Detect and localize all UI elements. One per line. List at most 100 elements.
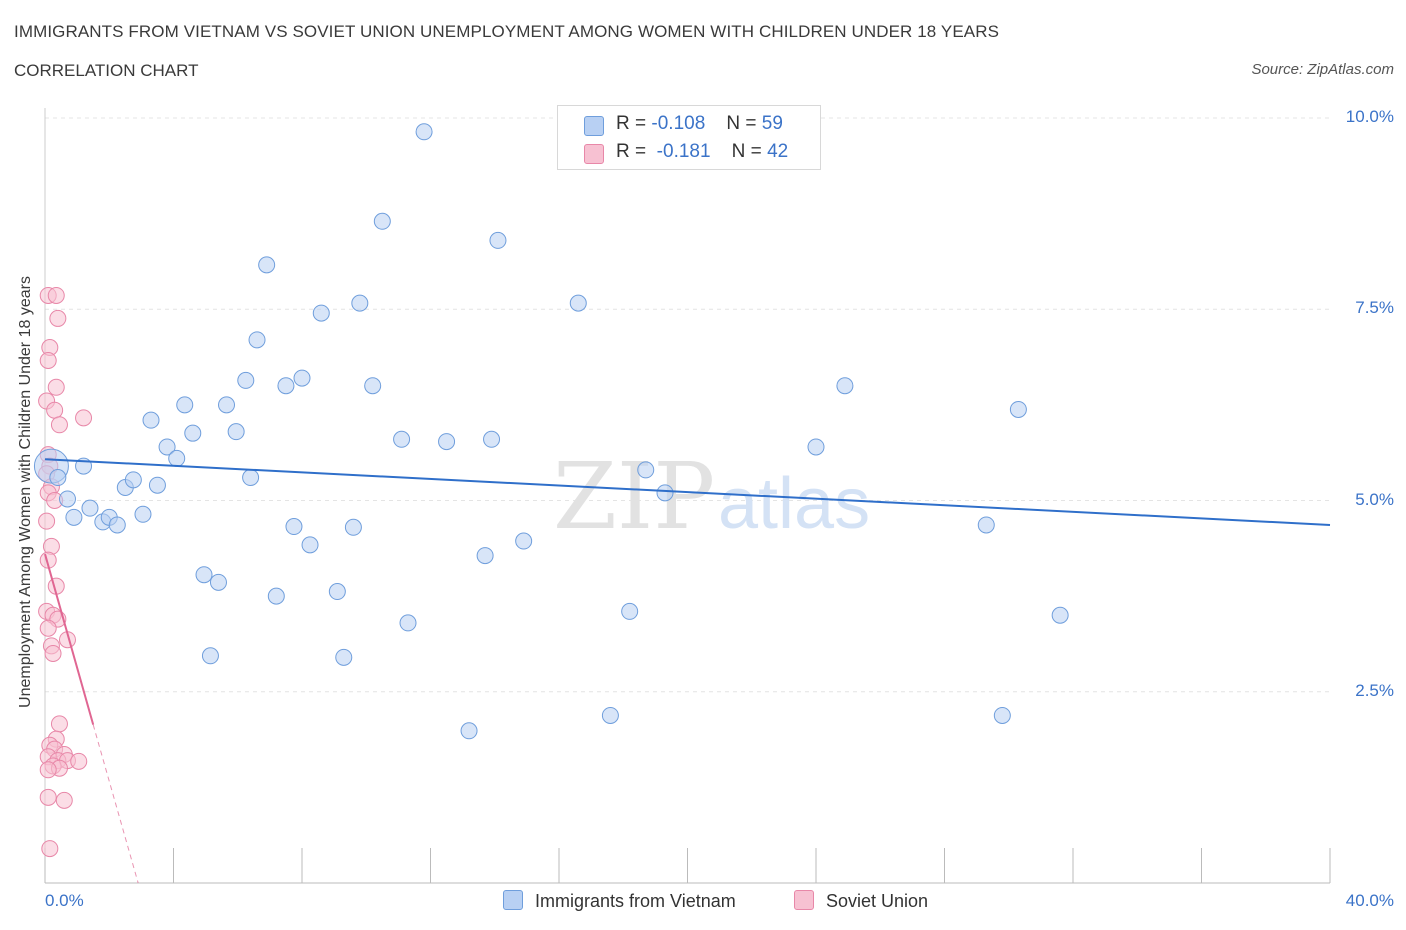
vietnam-point xyxy=(209,573,227,591)
soviet-point xyxy=(39,619,57,637)
vietnam-point xyxy=(364,377,382,395)
vietnam-point xyxy=(108,516,126,534)
vietnam-point xyxy=(201,647,219,665)
soviet-point xyxy=(50,416,68,434)
vietnam-point xyxy=(242,469,260,487)
vietnam-point xyxy=(218,396,236,414)
soviet-point xyxy=(75,409,93,427)
vietnam-point xyxy=(399,614,417,632)
vietnam-point xyxy=(415,123,433,141)
vietnam-point xyxy=(393,430,411,448)
soviet-point xyxy=(41,840,59,858)
soviet-n-value: 42 xyxy=(767,141,789,162)
vietnam-point xyxy=(993,706,1011,724)
soviet-union-points xyxy=(38,286,93,858)
vietnam-point xyxy=(285,518,303,536)
vietnam-point xyxy=(460,722,478,740)
vietnam-point xyxy=(248,331,266,349)
vietnam-r-value: -0.108 xyxy=(651,113,706,134)
soviet-point xyxy=(55,791,73,809)
source-credit: Source: ZipAtlas.com xyxy=(1251,61,1394,78)
vietnam-point xyxy=(476,547,494,565)
soviet-point xyxy=(47,286,65,304)
vietnam-point xyxy=(344,518,362,536)
y-tick-label: 10.0% xyxy=(1345,107,1394,126)
vietnam-point xyxy=(267,587,285,605)
bottom-legend-vietnam-swatch xyxy=(503,890,523,910)
vietnam-point xyxy=(301,536,319,554)
soviet-swatch xyxy=(584,144,604,164)
vietnam-point xyxy=(176,396,194,414)
watermark-atlas: atlas xyxy=(718,464,870,544)
vietnam-point xyxy=(124,471,142,489)
vietnam-point xyxy=(81,499,99,517)
soviet-point xyxy=(44,645,62,662)
soviet-trend-line xyxy=(44,553,95,725)
y-tick-label: 2.5% xyxy=(1355,680,1394,700)
vietnam-point xyxy=(569,294,587,312)
vietnam-point xyxy=(438,433,456,451)
chart-title: IMMIGRANTS FROM VIETNAM VS SOVIET UNION … xyxy=(14,22,1000,41)
vietnam-point xyxy=(656,484,674,502)
soviet-n-label: N = xyxy=(731,141,762,162)
vietnam-point xyxy=(134,505,152,523)
y-tick-label: 5.0% xyxy=(1355,489,1394,509)
vietnam-point xyxy=(184,424,202,442)
vietnam-point xyxy=(312,304,330,322)
vietnam-point xyxy=(483,430,501,448)
trend-lines xyxy=(44,458,1331,884)
vietnam-point xyxy=(148,476,166,494)
vietnam-point xyxy=(142,411,160,429)
soviet-point xyxy=(39,352,57,370)
soviet-point xyxy=(38,512,56,530)
vietnam-point xyxy=(293,369,311,387)
bottom-legend-soviet-swatch xyxy=(794,890,814,910)
y-tick-label: 7.5% xyxy=(1355,298,1394,318)
soviet-point xyxy=(39,761,57,779)
vietnam-point xyxy=(807,438,825,456)
vietnam-trend-line xyxy=(44,458,1331,526)
vietnam-point xyxy=(195,566,213,584)
soviet-point xyxy=(42,537,60,555)
vietnam-point xyxy=(373,212,391,230)
chart-subtitle: CORRELATION CHART xyxy=(14,61,199,80)
vietnam-point xyxy=(977,516,995,534)
vietnam-point xyxy=(1009,400,1027,418)
bottom-legend-vietnam: Immigrants from Vietnam xyxy=(503,890,736,912)
vietnam-point xyxy=(227,423,245,441)
vietnam-point xyxy=(49,469,67,487)
vietnam-point xyxy=(237,371,255,389)
gridlines xyxy=(45,117,1330,693)
bottom-legend-vietnam-label: Immigrants from Vietnam xyxy=(535,891,736,911)
vietnam-point xyxy=(1051,606,1069,624)
vietnam-r-label: R = xyxy=(616,113,647,134)
vietnam-swatch xyxy=(584,116,604,136)
vietnam-point xyxy=(836,377,854,395)
vietnam-point xyxy=(158,438,176,456)
vietnam-point xyxy=(328,583,346,601)
soviet-trend-extension xyxy=(92,724,139,884)
soviet-point xyxy=(39,788,57,806)
y-axis-label: Unemployment Among Women with Children U… xyxy=(17,276,34,708)
soviet-point xyxy=(70,752,88,770)
vietnam-point xyxy=(258,256,276,274)
soviet-r-value: -0.181 xyxy=(656,141,711,162)
vietnam-point xyxy=(351,294,369,312)
vietnam-points xyxy=(33,123,1069,740)
vietnam-point xyxy=(515,532,533,550)
vietnam-point xyxy=(601,706,619,724)
vietnam-point xyxy=(168,449,186,467)
vietnam-point xyxy=(65,508,83,526)
vietnam-point xyxy=(277,377,295,395)
soviet-r-label: R = xyxy=(616,141,647,162)
soviet-point xyxy=(47,378,65,396)
soviet-point xyxy=(46,401,64,419)
soviet-point xyxy=(49,309,67,327)
bottom-legend-soviet-label: Soviet Union xyxy=(826,891,929,911)
x-tick-label-max: 40.0% xyxy=(1345,891,1394,910)
vietnam-point xyxy=(621,602,639,620)
vietnam-point xyxy=(637,461,655,479)
vietnam-point xyxy=(489,231,507,249)
bottom-legend-soviet: Soviet Union xyxy=(794,890,928,912)
